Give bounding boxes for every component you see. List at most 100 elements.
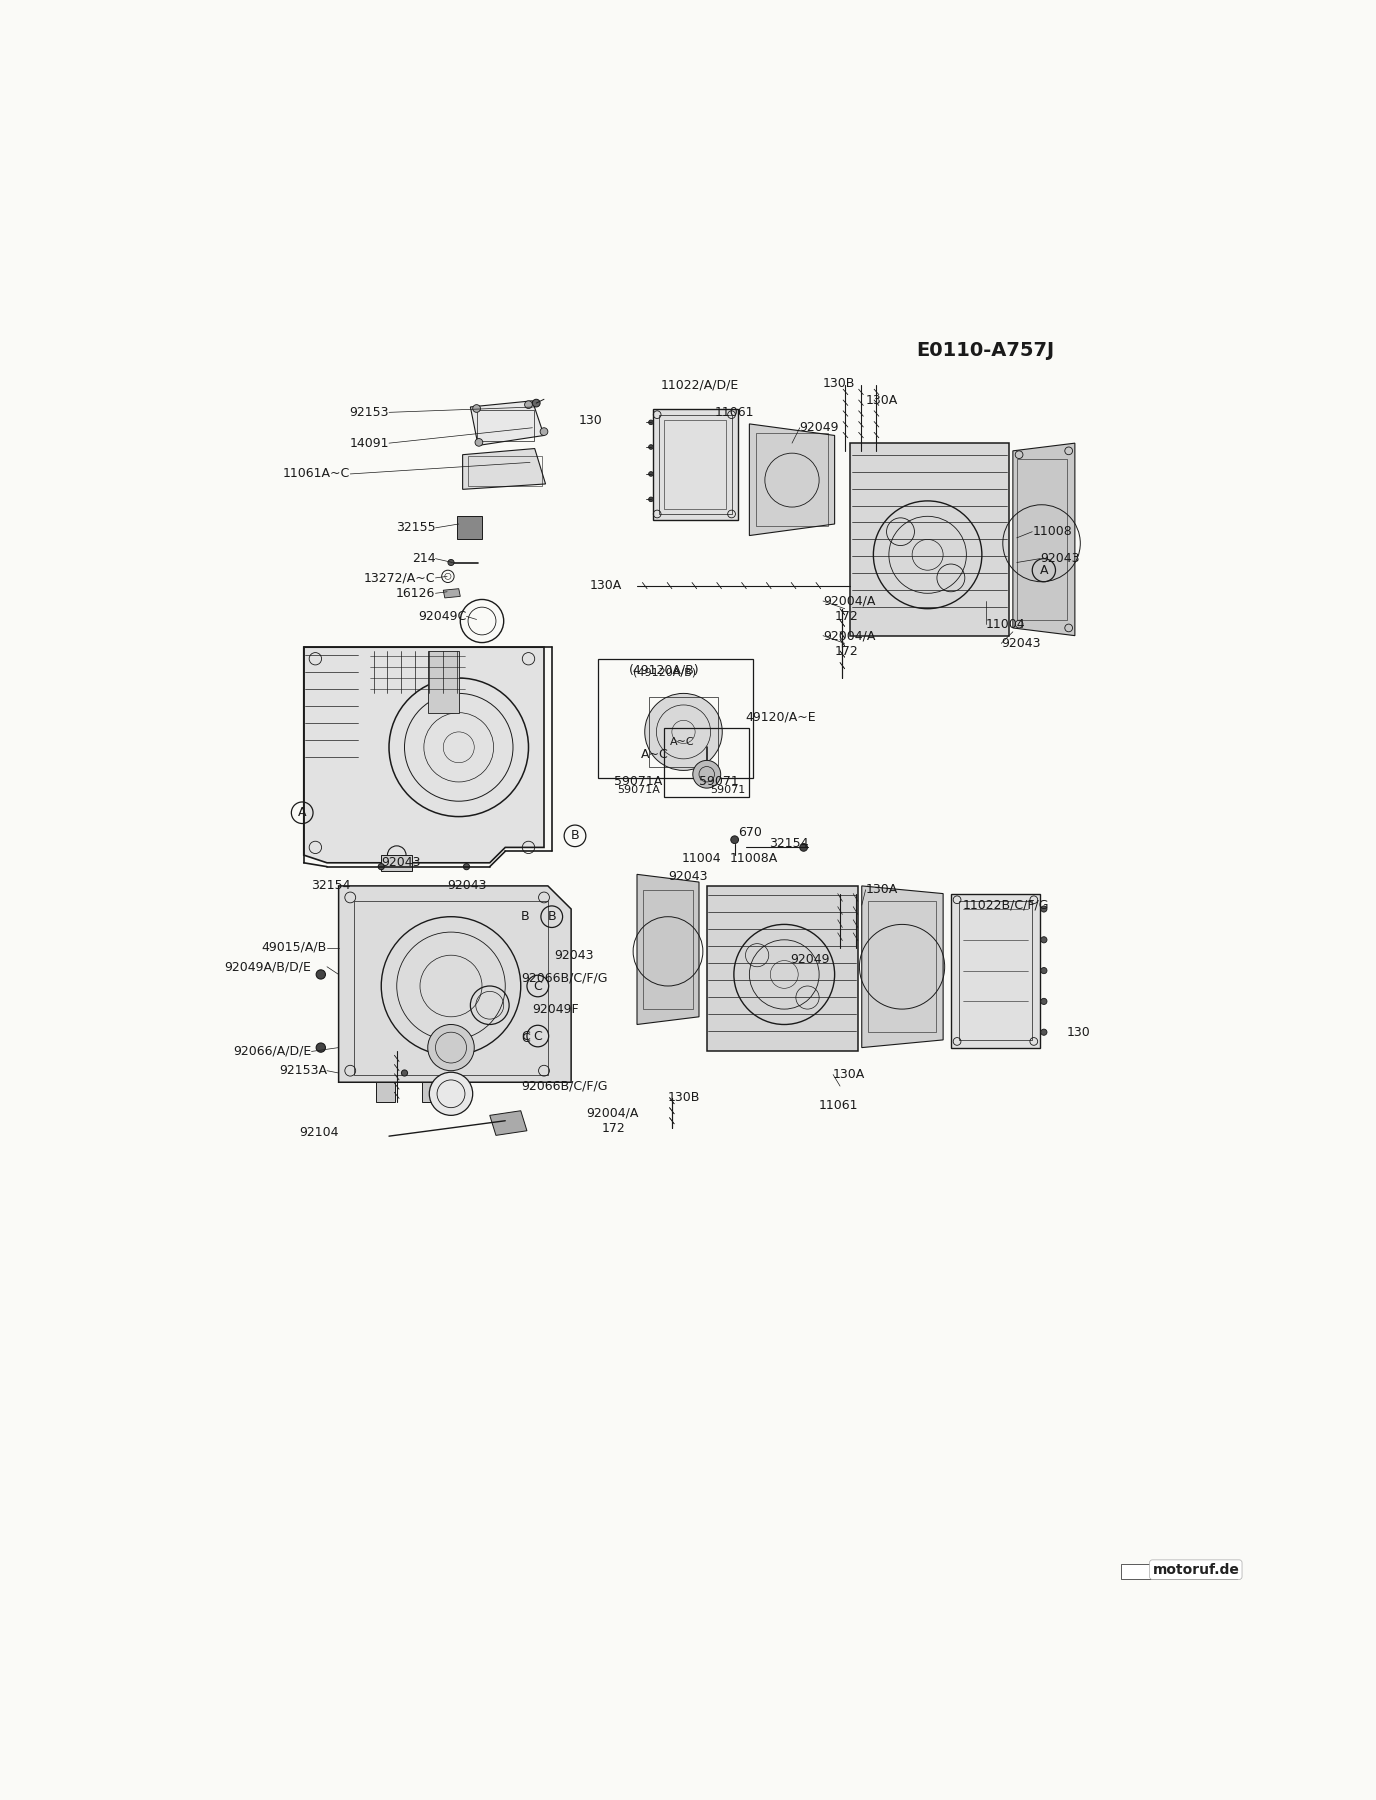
Circle shape xyxy=(1040,905,1047,913)
Polygon shape xyxy=(338,886,571,1082)
Bar xyxy=(707,886,857,1051)
Text: 32154: 32154 xyxy=(769,837,808,850)
Text: 14091: 14091 xyxy=(350,437,389,450)
Bar xyxy=(428,652,458,713)
Circle shape xyxy=(541,428,548,436)
Circle shape xyxy=(524,401,533,409)
Text: 130B: 130B xyxy=(823,378,856,391)
Circle shape xyxy=(316,1042,326,1053)
Text: 92049C: 92049C xyxy=(418,610,466,623)
Text: 92043: 92043 xyxy=(1040,553,1080,565)
Circle shape xyxy=(464,864,469,869)
Polygon shape xyxy=(443,589,461,598)
Text: 130: 130 xyxy=(1068,1026,1091,1039)
Polygon shape xyxy=(861,886,943,1048)
Polygon shape xyxy=(490,1111,527,1136)
Text: 92066B/C/F/G: 92066B/C/F/G xyxy=(520,972,607,985)
Circle shape xyxy=(648,472,654,477)
Text: 92049: 92049 xyxy=(790,952,830,965)
Text: 92043: 92043 xyxy=(447,880,487,893)
Circle shape xyxy=(648,419,654,425)
Text: 92153: 92153 xyxy=(350,405,389,419)
Circle shape xyxy=(648,497,654,502)
Text: 130B: 130B xyxy=(667,1091,700,1103)
Text: 92043: 92043 xyxy=(381,857,421,869)
Text: 92043: 92043 xyxy=(667,869,707,884)
Text: 670: 670 xyxy=(738,826,762,839)
Polygon shape xyxy=(471,401,544,445)
Text: 172: 172 xyxy=(603,1121,626,1136)
Text: A: A xyxy=(1040,563,1049,576)
Bar xyxy=(476,410,534,441)
Text: 172: 172 xyxy=(835,610,859,623)
Circle shape xyxy=(1040,1030,1047,1035)
Text: 59071: 59071 xyxy=(710,785,746,794)
Polygon shape xyxy=(381,855,413,871)
Bar xyxy=(1131,1566,1137,1571)
Text: 59071A: 59071A xyxy=(618,785,660,794)
Bar xyxy=(652,409,738,520)
Text: C: C xyxy=(520,1030,530,1042)
Bar xyxy=(599,659,753,778)
Text: 92043: 92043 xyxy=(1002,637,1040,650)
Text: (49120A/B): (49120A/B) xyxy=(633,668,696,679)
Text: 32155: 32155 xyxy=(396,522,435,535)
Text: 214: 214 xyxy=(411,553,435,565)
Text: E0110-A757J: E0110-A757J xyxy=(916,342,1054,360)
Text: 32154: 32154 xyxy=(311,880,351,893)
Bar xyxy=(665,419,727,509)
Text: 92004/A: 92004/A xyxy=(823,630,875,643)
Text: 11004: 11004 xyxy=(985,617,1025,630)
Circle shape xyxy=(473,405,480,412)
Bar xyxy=(354,902,548,1075)
Text: B: B xyxy=(571,830,579,842)
Bar xyxy=(659,414,732,515)
Bar xyxy=(1126,1566,1131,1571)
Text: A: A xyxy=(299,806,307,819)
Circle shape xyxy=(429,1073,473,1116)
Bar xyxy=(457,517,482,540)
Circle shape xyxy=(428,1024,475,1071)
Circle shape xyxy=(533,400,541,407)
Text: 130: 130 xyxy=(578,414,603,427)
Text: B: B xyxy=(520,911,530,923)
Text: 92066B/C/F/G: 92066B/C/F/G xyxy=(520,1080,607,1093)
Text: 11061: 11061 xyxy=(714,405,754,419)
Polygon shape xyxy=(750,425,835,536)
Circle shape xyxy=(1040,968,1047,974)
Polygon shape xyxy=(462,448,545,490)
Text: 92043: 92043 xyxy=(555,949,593,961)
Bar xyxy=(648,697,718,767)
Circle shape xyxy=(378,864,384,869)
Bar xyxy=(643,889,692,1010)
Polygon shape xyxy=(1013,443,1075,635)
Bar xyxy=(376,1082,395,1102)
Text: 130A: 130A xyxy=(832,1067,866,1082)
Text: 92049: 92049 xyxy=(799,421,839,434)
Text: B: B xyxy=(548,911,556,923)
Text: 11061A~C: 11061A~C xyxy=(283,468,351,481)
Text: 92049F: 92049F xyxy=(533,1003,579,1015)
Text: 92104: 92104 xyxy=(299,1125,338,1139)
Text: C: C xyxy=(520,1031,530,1044)
Circle shape xyxy=(731,835,739,844)
Circle shape xyxy=(475,439,483,446)
Text: 11022/A/D/E: 11022/A/D/E xyxy=(660,380,739,392)
Bar xyxy=(951,893,1040,1048)
Text: 130A: 130A xyxy=(589,580,622,592)
Text: 172: 172 xyxy=(835,644,859,657)
Bar xyxy=(959,902,1032,1040)
Circle shape xyxy=(645,693,722,770)
Bar xyxy=(1121,1564,1245,1579)
Circle shape xyxy=(449,560,454,565)
Circle shape xyxy=(648,445,654,450)
Text: A~C: A~C xyxy=(670,738,695,747)
Text: 11022B/C/F/G: 11022B/C/F/G xyxy=(962,898,1049,911)
Bar xyxy=(468,455,542,486)
Text: C: C xyxy=(534,979,542,992)
Text: 130A: 130A xyxy=(866,884,899,896)
Text: (49120A/B): (49120A/B) xyxy=(629,664,700,677)
Circle shape xyxy=(692,760,721,788)
Text: 92153A: 92153A xyxy=(279,1064,327,1076)
Bar xyxy=(868,902,936,1031)
